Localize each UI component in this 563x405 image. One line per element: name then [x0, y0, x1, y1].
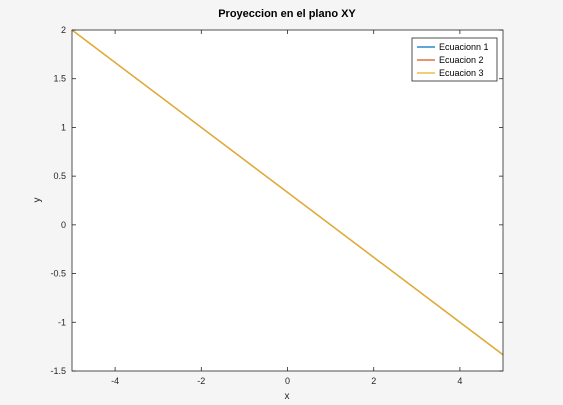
x-tick-label: 4	[457, 376, 462, 386]
x-axis-label: x	[285, 391, 290, 402]
legend: Ecuacionn 1 Ecuacion 2 Ecuacion 3	[411, 37, 498, 82]
legend-label-1: Ecuacionn 1	[439, 42, 489, 52]
tick-layer: -4 -2 0 2 4 -1.5 -1 -0.5 0 0.5 1 1.5 2	[50, 25, 503, 386]
series-layer	[71, 29, 504, 356]
x-tick-label: -4	[111, 376, 119, 386]
y-tick-label: -1.5	[50, 366, 66, 376]
y-tick-label: -0.5	[50, 269, 66, 279]
y-tick-label: 0	[61, 220, 66, 230]
y-tick-label: 1	[61, 122, 66, 132]
chart-title: Proyeccion en el plano XY	[218, 8, 356, 20]
legend-label-2: Ecuacion 2	[439, 55, 484, 65]
x-tick-label: -2	[197, 376, 205, 386]
x-tick-label: 2	[371, 376, 376, 386]
x-tick-label: 0	[285, 376, 290, 386]
series-line-3	[71, 29, 504, 356]
legend-label-3: Ecuacion 3	[439, 68, 484, 78]
plot-area	[72, 30, 503, 371]
y-tick-label: 2	[61, 25, 66, 35]
y-axis-label: y	[32, 198, 43, 203]
y-tick-label: -1	[58, 317, 66, 327]
y-tick-label: 1.5	[53, 74, 66, 84]
y-tick-label: 0.5	[53, 171, 66, 181]
